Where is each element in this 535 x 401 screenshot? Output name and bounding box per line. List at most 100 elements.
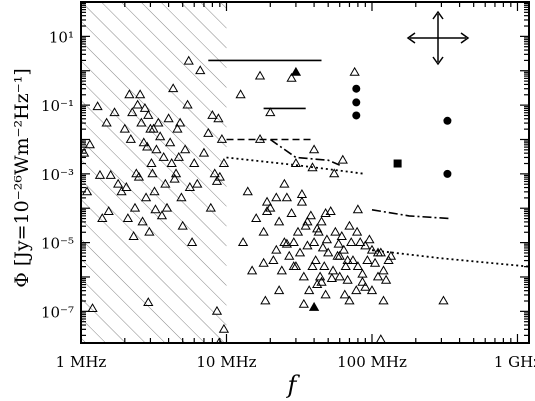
y-tick-label: 10¹ [49,28,74,46]
open-triangle-point [158,151,169,161]
open-triangle-point [281,192,293,202]
open-triangle-point [209,168,220,178]
open-triangle-point [265,107,276,117]
x-tick-labels: 1 MHz 10 MHz 100 MHz 1 GHz [56,353,535,371]
open-triangle-point [122,213,134,223]
open-triangle-point [143,109,154,119]
open-triangle-point [133,171,145,181]
open-triangle-point [364,234,375,244]
open-triangle-point [360,281,371,291]
open-triangle-point [271,244,282,254]
filled-triangle-point [308,301,320,311]
open-triangle-point [317,242,329,252]
open-triangle-point [273,216,285,226]
open-triangle-point [308,144,320,154]
filled-circle-point [443,169,452,178]
open-triangle-point [273,285,285,295]
open-triangle-point [260,295,271,305]
open-triangle-point [310,255,321,265]
open-triangle-point [339,289,350,299]
open-triangle-point [251,213,262,223]
open-triangle-point [183,55,194,65]
y-tick-label: 10⁻⁵ [41,235,74,253]
open-triangle-point [218,323,230,333]
open-triangle-point [292,226,304,236]
open-triangle-point [211,175,223,185]
open-triangle-point [352,204,364,214]
open-triangle-point [127,107,138,117]
open-triangle-point [140,192,152,202]
open-triangle-point [138,137,149,147]
open-triangle-point [281,238,293,248]
plot-frame [80,1,530,344]
open-triangle-point [136,117,147,127]
open-triangle-point [172,123,183,133]
open-triangle-point [119,123,130,133]
open-triangle-point [254,70,266,80]
open-triangle-point [307,162,318,172]
filled-square-point [393,159,402,168]
open-triangle-point [296,196,308,206]
open-triangle-point [170,168,182,178]
open-triangle-point [347,255,359,265]
filled-circle-point [443,116,452,125]
open-triangle-point [124,89,135,99]
open-triangle-point [116,186,127,196]
open-triangle-point [351,285,362,295]
open-triangle-point [216,133,228,143]
open-triangle-point [325,206,336,215]
open-triangle-point [237,237,249,247]
open-triangle-point [205,202,216,212]
open-triangle-point [298,298,309,308]
open-triangle-point [105,169,116,179]
open-triangle-point [378,295,389,305]
open-triangle-point [258,226,269,236]
open-triangle-point [151,144,162,154]
open-triangle-point [378,265,389,275]
open-triangle-point [156,210,168,220]
open-triangle-point [161,202,173,212]
open-triangle-point [129,202,141,212]
open-triangle-point [195,65,206,75]
open-triangle-point [137,216,148,226]
open-triangle-point [176,192,187,202]
open-triangle-point [320,289,331,299]
open-triangle-point [214,171,225,181]
open-triangle-point [169,173,180,183]
open-triangle-point [254,133,266,143]
open-triangle-point [146,158,157,167]
open-triangle-point [338,244,349,254]
open-triangle-point [246,265,258,275]
filled-circle-point [352,111,361,120]
open-triangle-point [177,220,188,230]
open-triangle-point [103,206,114,215]
open-triangle-point [276,265,287,275]
open-triangle-point [101,117,112,127]
open-triangle-point [366,244,378,254]
open-triangle-point [319,261,330,271]
open-triangle-point [288,237,299,247]
y-tick-label: 10⁻³ [41,166,74,184]
open-triangle-point [128,231,139,240]
line-segment-dashdot [269,138,341,166]
line-segments [208,59,529,268]
open-triangle-point [334,271,345,281]
x-axis-title: f [286,371,301,399]
open-triangle-point [375,334,386,343]
open-triangle-point [286,72,297,82]
y-axis-title: Φ [Jy=10⁻²⁶Wm⁻²Hz⁻¹] [11,68,33,288]
open-triangle-point [326,273,338,282]
open-triangle-point [139,102,151,112]
x-tick-label: 1 GHz [494,353,535,371]
open-triangle-point [314,271,326,281]
open-triangle-point [344,220,355,230]
open-triangle-point [203,127,214,137]
open-triangle-point [182,99,193,109]
open-triangle-point [320,208,331,217]
y-tick-labels: 10¹ 10⁻¹ 10⁻³ 10⁻⁵ 10⁻⁷ [41,28,74,321]
open-triangle-point [346,237,357,247]
x-tick-label: 10 MHz [196,353,256,371]
open-triangle-point [149,186,160,196]
open-triangle-point [94,169,106,179]
open-triangle-point [165,137,176,147]
